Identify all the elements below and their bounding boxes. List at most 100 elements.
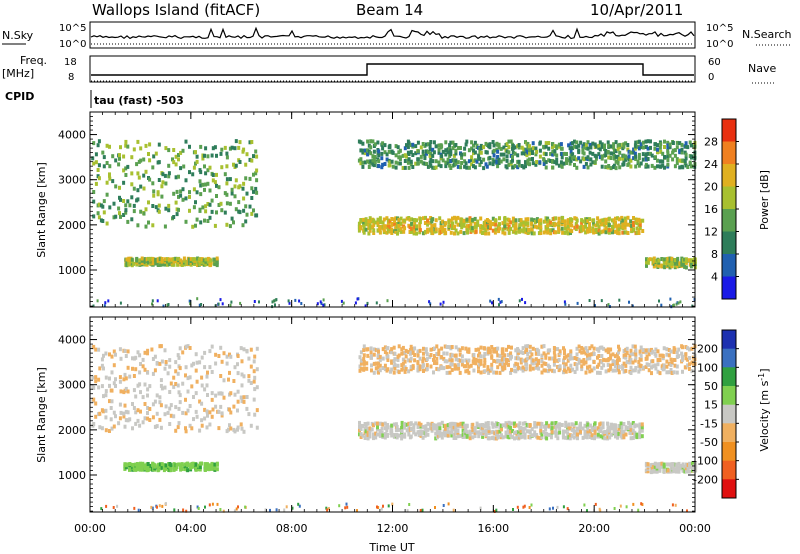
data-cell (639, 354, 643, 359)
data-cell (151, 415, 155, 420)
data-cell (604, 369, 608, 374)
power-panel-frame (89, 111, 696, 308)
data-cell (180, 260, 184, 265)
data-cell (198, 257, 202, 262)
data-cell (666, 261, 670, 266)
data-cell (445, 365, 449, 370)
data-cell (560, 226, 564, 231)
data-cell (202, 258, 206, 263)
data-cell (184, 344, 188, 349)
data-cell (667, 361, 671, 366)
data-cell (104, 301, 107, 305)
data-cell (236, 427, 239, 432)
data-cell (463, 146, 467, 151)
data-cell (599, 421, 603, 426)
data-cell (287, 299, 290, 303)
data-cell (501, 435, 505, 440)
data-cell (182, 256, 186, 261)
data-cell (404, 348, 408, 353)
data-cell (645, 354, 649, 359)
data-cell (112, 424, 116, 429)
data-cell (460, 225, 464, 230)
data-cell (531, 157, 534, 161)
data-cell (206, 413, 209, 418)
data-cell (644, 162, 648, 167)
data-cell (397, 427, 401, 432)
data-cell (204, 209, 208, 214)
data-cell (607, 368, 611, 373)
data-cell (376, 432, 379, 437)
data-cell (96, 143, 100, 148)
data-cell (102, 366, 105, 371)
data-cell (463, 423, 467, 428)
data-cell (492, 148, 496, 153)
data-cell (210, 397, 214, 402)
data-cell (200, 257, 204, 262)
data-cell (456, 231, 460, 236)
data-cell (503, 353, 507, 358)
data-cell (114, 414, 117, 419)
data-cell (586, 426, 590, 431)
data-cell (677, 301, 680, 305)
data-cell (431, 423, 435, 427)
data-cell (452, 421, 456, 426)
data-cell (640, 425, 644, 430)
data-cell (250, 186, 254, 191)
data-cell (667, 348, 671, 352)
data-cell (611, 352, 615, 357)
data-cell (104, 389, 108, 394)
data-cell (678, 158, 682, 163)
data-cell (600, 164, 604, 169)
data-cell (550, 426, 554, 431)
data-cell (663, 155, 666, 159)
data-cell (255, 168, 259, 173)
data-cell (452, 508, 455, 512)
data-cell (584, 156, 588, 161)
data-cell (670, 371, 674, 375)
data-cell (570, 427, 574, 432)
data-cell (612, 151, 616, 156)
data-cell (119, 197, 122, 202)
data-cell (644, 152, 648, 157)
data-cell (639, 161, 643, 166)
data-cell (552, 506, 554, 510)
data-cell (503, 216, 507, 220)
data-cell (376, 427, 379, 432)
data-cell (390, 359, 394, 364)
data-cell (433, 354, 436, 358)
data-cell (217, 354, 221, 358)
data-cell (618, 150, 622, 155)
data-cell (652, 467, 655, 472)
data-cell (658, 465, 662, 470)
data-cell (176, 425, 180, 430)
data-cell (254, 171, 258, 176)
data-cell (419, 154, 423, 159)
data-cell (443, 429, 447, 434)
data-cell (94, 347, 98, 352)
data-cell (454, 228, 458, 233)
data-cell (647, 362, 651, 367)
freq-line (91, 63, 694, 76)
data-cell (566, 431, 570, 436)
data-cell (544, 368, 548, 373)
data-cell (674, 503, 677, 507)
data-cell (376, 365, 380, 370)
data-cell (137, 175, 141, 180)
data-cell (383, 150, 387, 155)
data-cell (200, 401, 204, 406)
data-cell (232, 162, 235, 167)
data-cell (488, 348, 492, 353)
data-cell (434, 431, 438, 436)
data-cell (91, 375, 95, 380)
data-cell (174, 259, 178, 264)
data-cell (590, 352, 594, 357)
data-cell (367, 165, 371, 169)
data-cell (507, 353, 510, 357)
data-cell (554, 230, 558, 235)
data-cell (630, 227, 634, 231)
data-cell (584, 370, 588, 375)
data-cell (658, 353, 662, 358)
data-cell (540, 359, 544, 364)
data-cell (670, 360, 674, 365)
data-cell (407, 421, 411, 426)
